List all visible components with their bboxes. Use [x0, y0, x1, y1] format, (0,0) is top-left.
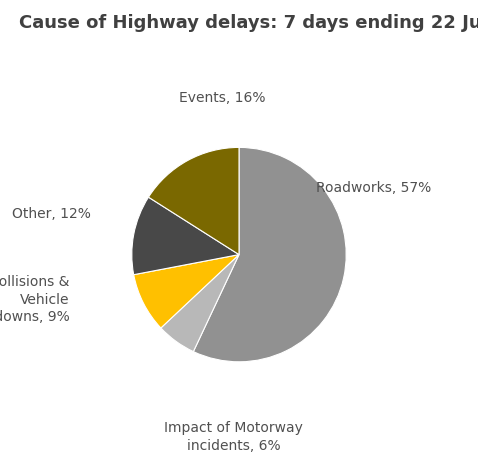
Wedge shape — [161, 255, 239, 352]
Wedge shape — [194, 147, 346, 362]
Text: Collisions &
Vehicle
Breakdowns, 9%: Collisions & Vehicle Breakdowns, 9% — [0, 275, 70, 325]
Wedge shape — [134, 255, 239, 328]
Wedge shape — [132, 197, 239, 275]
Text: Events, 16%: Events, 16% — [179, 91, 265, 105]
Text: Impact of Motorway
incidents, 6%: Impact of Motorway incidents, 6% — [164, 421, 303, 453]
Text: Roadworks, 57%: Roadworks, 57% — [316, 181, 432, 195]
Wedge shape — [149, 147, 239, 255]
Text: Cause of Highway delays: 7 days ending 22 June: Cause of Highway delays: 7 days ending 2… — [19, 14, 478, 32]
Text: Other, 12%: Other, 12% — [12, 207, 91, 221]
